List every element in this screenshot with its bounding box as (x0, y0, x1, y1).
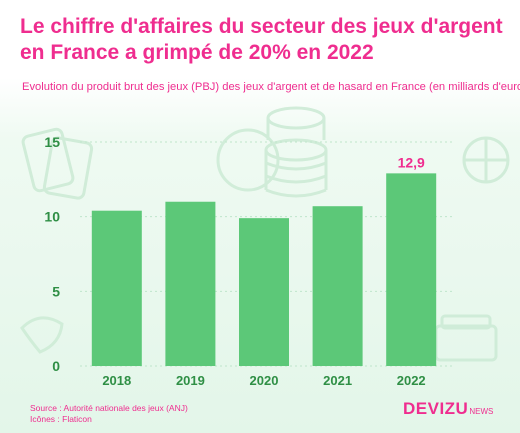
x-axis: 2018 2019 2020 2021 2022 (102, 373, 425, 388)
data-label: 12,9 (398, 154, 425, 170)
bar-2018 (91, 210, 142, 366)
chart-title: Le chiffre d'affaires du secteur des jeu… (20, 14, 510, 66)
coins-icon (216, 106, 328, 198)
bar-2019 (165, 201, 216, 366)
x-tick-label: 2018 (102, 373, 131, 388)
background-icons (20, 106, 510, 362)
ball-icon (462, 136, 510, 184)
icons-credit-line: Icônes : Flaticon (30, 414, 92, 424)
jockey-icon (20, 316, 64, 354)
y-axis: 0 5 10 15 (44, 134, 60, 374)
cards-icon (21, 127, 94, 200)
brand-name: DEVIZU (403, 399, 469, 418)
y-tick-label: 5 (52, 283, 60, 299)
brand-suffix: NEWS (469, 407, 494, 416)
x-tick-label: 2022 (397, 373, 426, 388)
bar-2021 (312, 206, 363, 366)
brand-logo: DEVIZUNEWS (403, 399, 493, 419)
bar-2022 (386, 173, 437, 366)
slot-machine-icon (434, 314, 498, 362)
chart-title-line-2: en France a grimpé de 20% en 2022 (20, 41, 374, 64)
x-tick-label: 2021 (323, 373, 352, 388)
y-tick-label: 10 (44, 209, 60, 225)
x-tick-label: 2019 (176, 373, 205, 388)
y-tick-label: 0 (52, 358, 60, 374)
y-tick-label: 15 (44, 134, 60, 150)
bar-2020 (239, 218, 289, 366)
source-note: Source : Autorité nationale des jeux (AN… (30, 403, 188, 425)
data-labels: 12,9 (398, 154, 425, 170)
x-tick-label: 2020 (250, 373, 279, 388)
chart-subtitle: Evolution du produit brut des jeux (PBJ)… (22, 81, 520, 93)
bars (91, 173, 437, 366)
source-line: Source : Autorité nationale des jeux (AN… (30, 403, 188, 413)
chart-title-line-1: Le chiffre d'affaires du secteur des jeu… (20, 15, 503, 38)
